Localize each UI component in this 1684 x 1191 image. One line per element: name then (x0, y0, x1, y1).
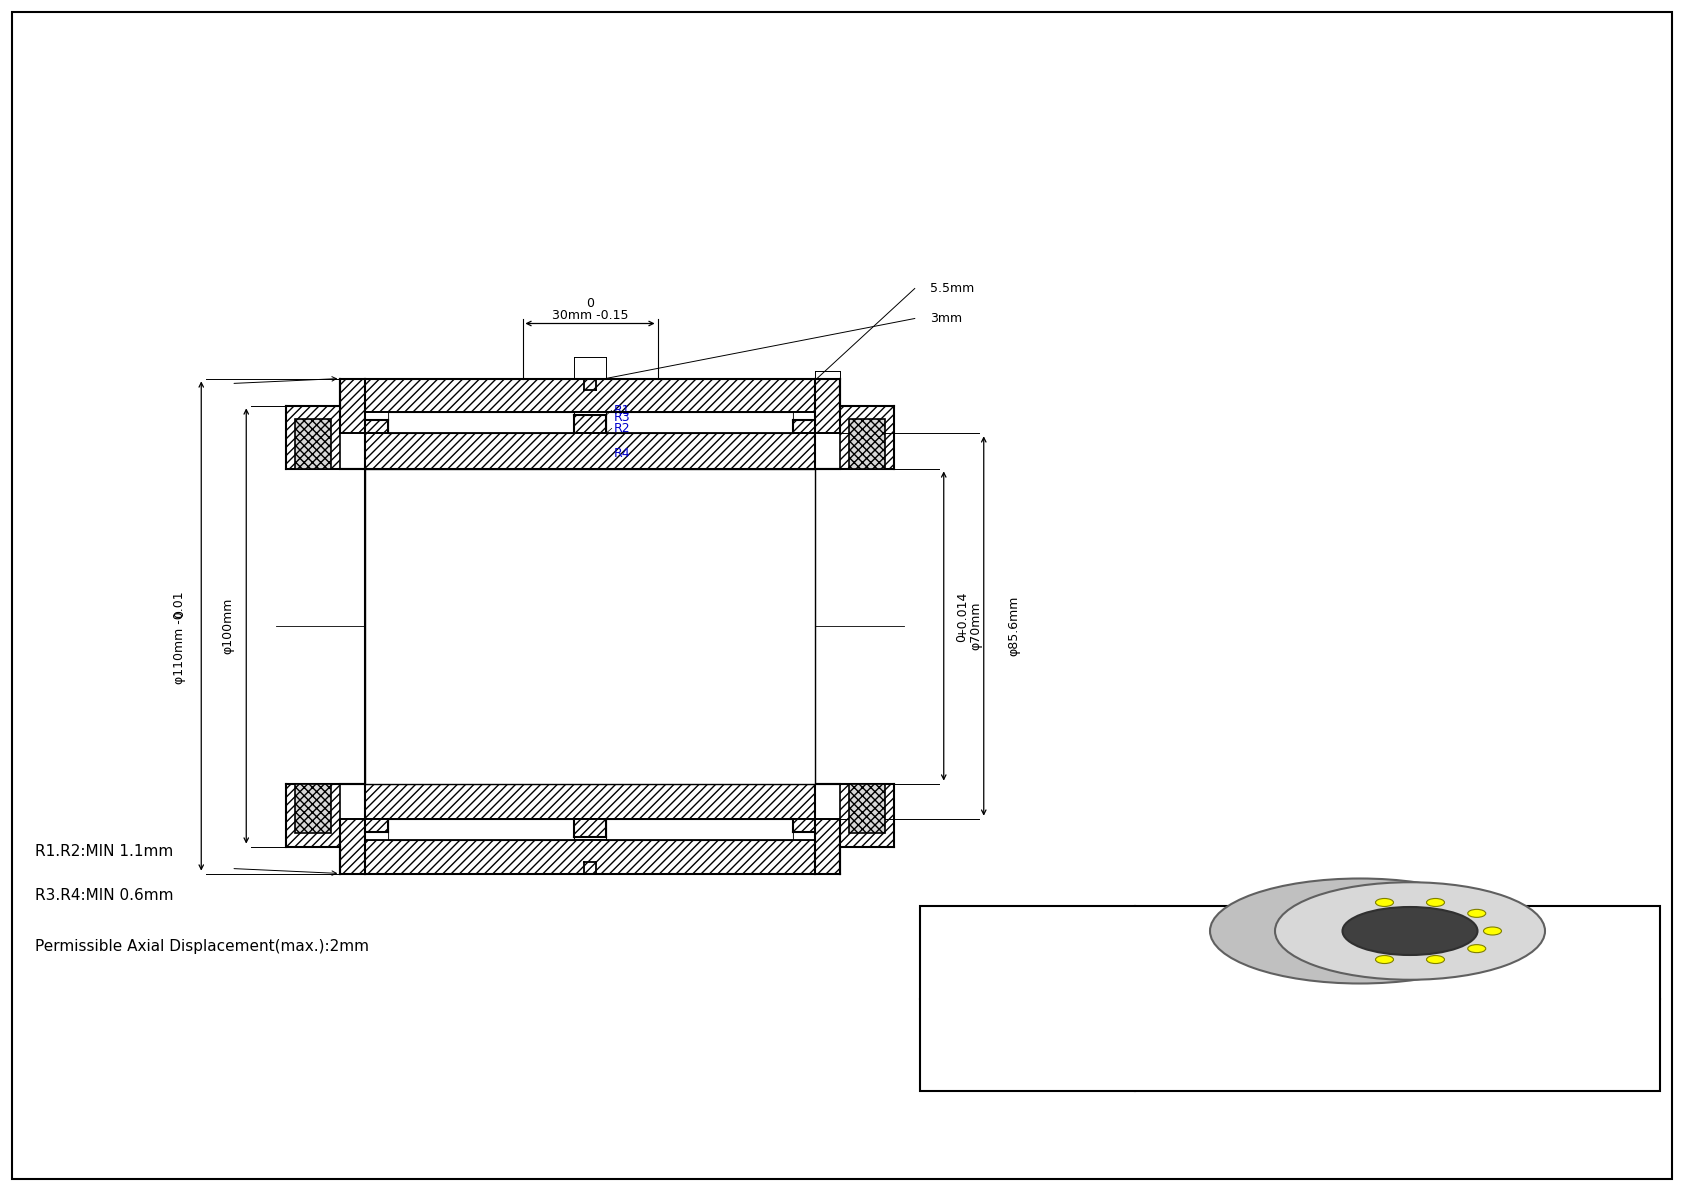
Ellipse shape (1484, 927, 1502, 935)
Polygon shape (365, 468, 815, 784)
Text: SHANGHAI LILY BEARING LIMITED: SHANGHAI LILY BEARING LIMITED (1266, 933, 1529, 947)
Polygon shape (365, 840, 815, 873)
Polygon shape (793, 412, 815, 420)
Text: Email: lilybearing@lily-bearing.com: Email: lilybearing@lily-bearing.com (1287, 958, 1509, 971)
Polygon shape (387, 818, 574, 840)
Polygon shape (387, 412, 574, 434)
Text: Permissible Axial Displacement(max.):2mm: Permissible Axial Displacement(max.):2mm (35, 939, 369, 954)
Text: 3mm: 3mm (930, 312, 962, 325)
Text: R1.R2:MIN 1.1mm: R1.R2:MIN 1.1mm (35, 843, 173, 859)
Ellipse shape (1468, 910, 1485, 917)
Polygon shape (849, 784, 884, 833)
Polygon shape (574, 818, 606, 836)
Polygon shape (340, 379, 365, 434)
Text: +0.014: +0.014 (955, 591, 968, 637)
Text: ®: ® (1073, 928, 1086, 941)
Polygon shape (606, 412, 793, 434)
Text: φ100mm: φ100mm (222, 598, 234, 654)
Text: R2: R2 (613, 422, 630, 435)
Polygon shape (815, 818, 840, 873)
Polygon shape (286, 784, 340, 847)
Polygon shape (849, 419, 884, 468)
Text: 0: 0 (955, 634, 968, 642)
Polygon shape (365, 833, 387, 840)
Ellipse shape (1376, 898, 1393, 906)
Text: φ70mm: φ70mm (970, 601, 982, 650)
Text: R1: R1 (613, 404, 630, 417)
Polygon shape (793, 420, 815, 434)
Text: R3: R3 (613, 411, 630, 424)
Ellipse shape (1275, 883, 1544, 980)
Ellipse shape (1376, 955, 1393, 964)
Polygon shape (365, 818, 387, 833)
Polygon shape (286, 405, 340, 468)
Polygon shape (793, 833, 815, 840)
Text: 0: 0 (173, 610, 185, 618)
Polygon shape (840, 784, 894, 847)
Polygon shape (365, 379, 815, 412)
Ellipse shape (1342, 908, 1477, 955)
Polygon shape (365, 412, 387, 420)
Polygon shape (574, 416, 606, 434)
Text: 5.5mm: 5.5mm (930, 282, 973, 295)
Text: Double Row Super-Precision Cylindrical Roller Bearings: Double Row Super-Precision Cylindrical R… (1226, 1048, 1569, 1061)
Ellipse shape (1426, 955, 1445, 964)
Polygon shape (295, 784, 332, 833)
Text: Number: Number (1002, 1053, 1052, 1066)
Text: φ110mm -0.01: φ110mm -0.01 (173, 592, 185, 685)
Ellipse shape (1211, 879, 1511, 984)
Text: 30mm -0.15: 30mm -0.15 (552, 308, 628, 322)
Ellipse shape (1468, 944, 1485, 953)
Text: LILY: LILY (975, 931, 1079, 977)
Text: φ85.6mm: φ85.6mm (1007, 596, 1021, 656)
Text: R4: R4 (613, 447, 630, 460)
Text: NN 3014 KTN/SPW33VR522: NN 3014 KTN/SPW33VR522 (1260, 1022, 1536, 1040)
Ellipse shape (1426, 898, 1445, 906)
Polygon shape (606, 818, 793, 840)
Polygon shape (295, 419, 332, 468)
Text: Part: Part (1015, 1036, 1041, 1049)
Polygon shape (793, 818, 815, 833)
Text: 0: 0 (586, 297, 594, 310)
Polygon shape (815, 379, 840, 434)
Polygon shape (365, 784, 815, 818)
Bar (919, 906, 1660, 1091)
Polygon shape (340, 818, 365, 873)
Polygon shape (840, 405, 894, 468)
Polygon shape (365, 434, 815, 468)
Text: R3.R4:MIN 0.6mm: R3.R4:MIN 0.6mm (35, 888, 173, 904)
Polygon shape (365, 420, 387, 434)
